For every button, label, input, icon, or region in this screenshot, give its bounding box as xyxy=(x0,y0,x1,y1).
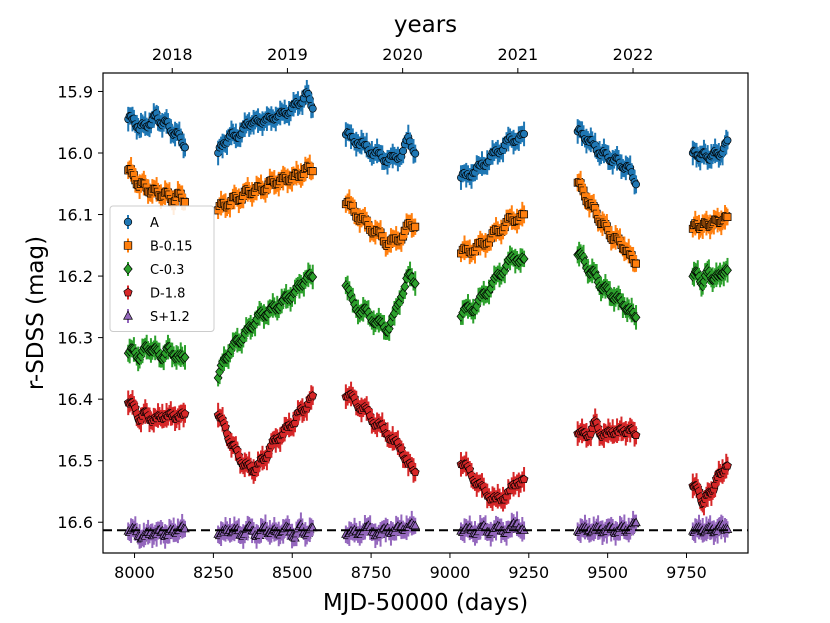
data-point-a xyxy=(723,136,732,145)
ticks-layer: 8000 8250 8500 8750 9000 9250 9500 9750 15.9 16.0… xyxy=(57,45,706,582)
y-tick-label: 15.9 xyxy=(57,82,93,101)
x-tick-label: 9250 xyxy=(508,563,549,582)
data-point-b-0-15 xyxy=(411,222,420,231)
x-tick-label: 8750 xyxy=(351,563,392,582)
data-point-c-0-3 xyxy=(631,311,641,323)
x-tick-label: 8250 xyxy=(193,563,234,582)
data-point-b-0-15 xyxy=(308,167,317,176)
legend-marker-b-0-15 xyxy=(123,241,133,250)
data-point-c-0-3 xyxy=(308,271,318,283)
top-tick-label: 2020 xyxy=(382,45,423,64)
data-point-d-1-8 xyxy=(723,461,732,470)
data-point-b-0-15 xyxy=(520,210,529,219)
x-tick-label: 9000 xyxy=(430,563,471,582)
x-tick-label: 9500 xyxy=(587,563,628,582)
y-tick-label: 16.4 xyxy=(57,390,93,409)
legend-box xyxy=(109,205,215,332)
top-tick-label: 2018 xyxy=(152,45,193,64)
legend-marker-a xyxy=(123,217,133,227)
data-point-d-1-8 xyxy=(519,474,529,484)
data-point-c-0-3 xyxy=(723,264,732,276)
y-tick-label: 16.6 xyxy=(57,513,93,532)
legend-marker-d-1-8 xyxy=(123,287,133,297)
legend-label-d-1-8: D-1.8 xyxy=(150,287,185,302)
data-point-a xyxy=(308,104,317,113)
x-tick-label: 8000 xyxy=(114,563,155,582)
y-axis-title: r-SDSS (mag) xyxy=(23,236,49,390)
data-point-b-0-15 xyxy=(181,198,189,207)
legend-marker-c-0-3 xyxy=(123,263,133,275)
legend-label-s-1-2: S+1.2 xyxy=(150,310,190,325)
data-layer xyxy=(123,79,733,549)
legend-label-c-0-3: C-0.3 xyxy=(150,263,184,278)
top-tick-label: 2021 xyxy=(497,45,538,64)
top-axis-title: years xyxy=(394,12,457,38)
data-point-a xyxy=(632,180,640,189)
data-point-s-1-2 xyxy=(410,520,420,530)
data-point-s-1-2 xyxy=(631,517,641,527)
legend-label-b-0-15: B-0.15 xyxy=(150,240,193,255)
y-tick-label: 16.1 xyxy=(57,206,93,225)
data-point-d-1-8 xyxy=(180,409,190,418)
data-point-a xyxy=(520,129,529,138)
data-point-s-1-2 xyxy=(308,522,318,532)
data-point-c-0-3 xyxy=(519,253,529,265)
legend-label-a: A xyxy=(150,216,159,231)
data-point-a xyxy=(411,149,420,158)
y-tick-label: 16.3 xyxy=(57,329,93,348)
data-point-b-0-15 xyxy=(723,213,732,221)
x-tick-label: 9750 xyxy=(666,563,707,582)
legend-marker-s-1-2 xyxy=(123,310,133,320)
data-point-d-1-8 xyxy=(410,467,420,476)
data-point-d-1-8 xyxy=(308,391,318,400)
y-tick-label: 16.5 xyxy=(57,452,93,471)
data-point-a xyxy=(181,143,189,152)
data-point-c-0-3 xyxy=(180,351,190,363)
y-tick-label: 16.0 xyxy=(57,144,93,163)
top-tick-label: 2019 xyxy=(267,45,308,64)
data-point-b-0-15 xyxy=(632,259,640,268)
top-tick-label: 2022 xyxy=(613,45,654,64)
y-tick-label: 16.2 xyxy=(57,267,93,286)
legend: A B-0.15 C-0.3 D-1.8 S+1.2 xyxy=(109,205,215,332)
data-point-c-0-3 xyxy=(410,278,420,289)
x-tick-label: 8500 xyxy=(272,563,313,582)
plot-frame xyxy=(102,72,749,554)
data-point-d-1-8 xyxy=(631,430,641,439)
x-axis-title: MJD-50000 (days) xyxy=(323,590,528,616)
